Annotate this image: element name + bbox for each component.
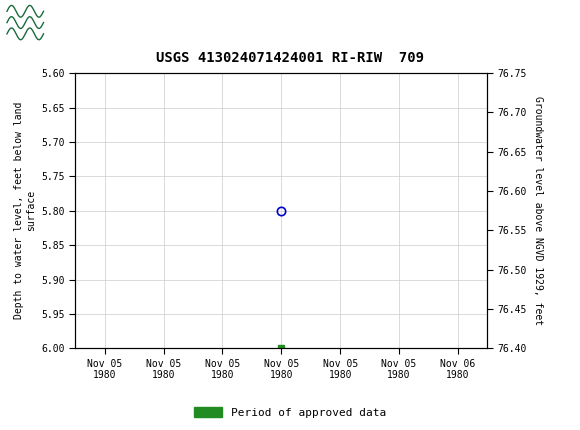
Bar <box>6 3 110 42</box>
Y-axis label: Groundwater level above NGVD 1929, feet: Groundwater level above NGVD 1929, feet <box>532 96 542 325</box>
Legend: Period of approved data: Period of approved data <box>190 403 390 422</box>
Y-axis label: Depth to water level, feet below land
surface: Depth to water level, feet below land su… <box>14 102 36 319</box>
Text: USGS 413024071424001 RI-RIW  709: USGS 413024071424001 RI-RIW 709 <box>156 51 424 65</box>
Text: USGS: USGS <box>49 12 104 31</box>
